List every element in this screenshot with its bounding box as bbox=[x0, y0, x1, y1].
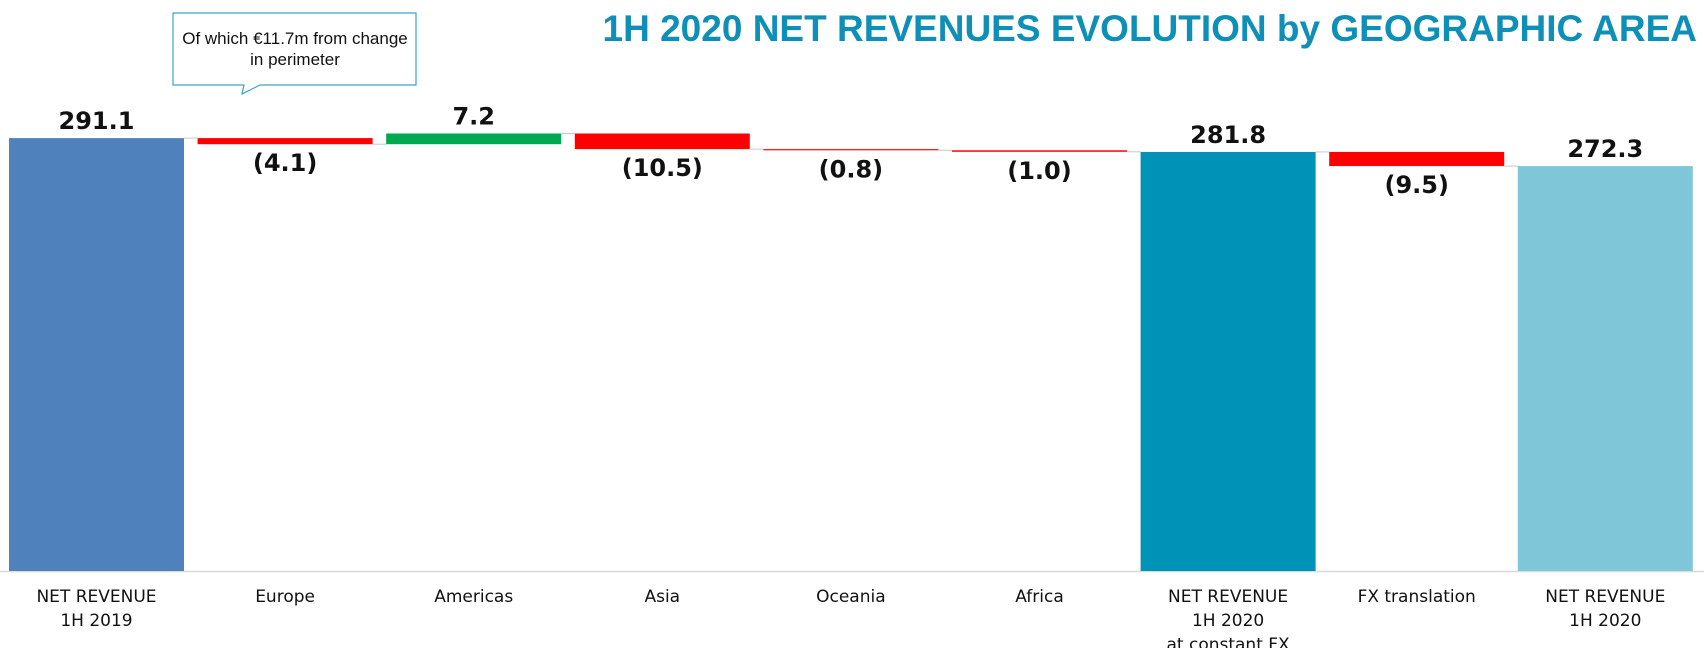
x-tick-label: NET REVENUE 1H 2019 bbox=[36, 587, 156, 631]
bar bbox=[1329, 151, 1505, 167]
x-tick-label: Oceania bbox=[816, 587, 886, 607]
x-tick-label-line: Europe bbox=[255, 587, 315, 607]
value-label: 7.2 bbox=[452, 102, 495, 130]
x-tick-label: NET REVENUE 1H 2020 bbox=[1545, 587, 1665, 631]
x-tick-label-line: Oceania bbox=[816, 587, 886, 607]
bar bbox=[197, 138, 373, 145]
x-tick-label-line: Asia bbox=[644, 587, 680, 607]
x-tick-label-line: NET REVENUE bbox=[36, 587, 156, 607]
x-tick-label-line: 1H 2020 bbox=[1569, 611, 1641, 631]
x-tick-label-line: at constant FX bbox=[1166, 635, 1290, 648]
value-label: (10.5) bbox=[622, 154, 703, 182]
x-tick-label-line: NET REVENUE bbox=[1545, 587, 1665, 607]
x-tick-label: Americas bbox=[434, 587, 513, 607]
x-tick-label: Asia bbox=[644, 587, 680, 607]
value-label: (9.5) bbox=[1384, 171, 1448, 199]
x-tick-label-line: Americas bbox=[434, 587, 513, 607]
bar bbox=[1517, 166, 1693, 572]
callout-box bbox=[172, 12, 417, 96]
bar bbox=[574, 133, 750, 150]
bar bbox=[763, 149, 939, 151]
x-tick-label: FX translation bbox=[1358, 587, 1476, 607]
bar bbox=[952, 150, 1127, 152]
x-tick-label: Africa bbox=[1015, 587, 1064, 607]
x-tick-label-line: 1H 2019 bbox=[60, 611, 132, 631]
value-label: 291.1 bbox=[59, 107, 135, 135]
x-tick-label-line: Africa bbox=[1015, 587, 1064, 607]
value-label: (4.1) bbox=[253, 149, 317, 177]
chart-title: 1H 2020 NET REVENUES EVOLUTION by GEOGRA… bbox=[603, 8, 1697, 49]
bar bbox=[9, 138, 184, 571]
value-label: 281.8 bbox=[1190, 121, 1266, 149]
callout-text: Of which €11.7m from change in perimeter bbox=[182, 29, 408, 69]
value-label: (0.8) bbox=[819, 155, 883, 183]
bar bbox=[1140, 151, 1316, 571]
value-label: (1.0) bbox=[1007, 157, 1071, 185]
x-tick-label-line: 1H 2020 bbox=[1192, 611, 1264, 631]
x-tick-label: Europe bbox=[255, 587, 315, 607]
x-tick-label-line: FX translation bbox=[1358, 587, 1476, 607]
value-label: 272.3 bbox=[1567, 135, 1643, 163]
x-tick-label: NET REVENUE 1H 2020 at constant FX bbox=[1166, 587, 1290, 648]
bar bbox=[386, 133, 562, 145]
x-tick-label-line: NET REVENUE bbox=[1168, 587, 1288, 607]
